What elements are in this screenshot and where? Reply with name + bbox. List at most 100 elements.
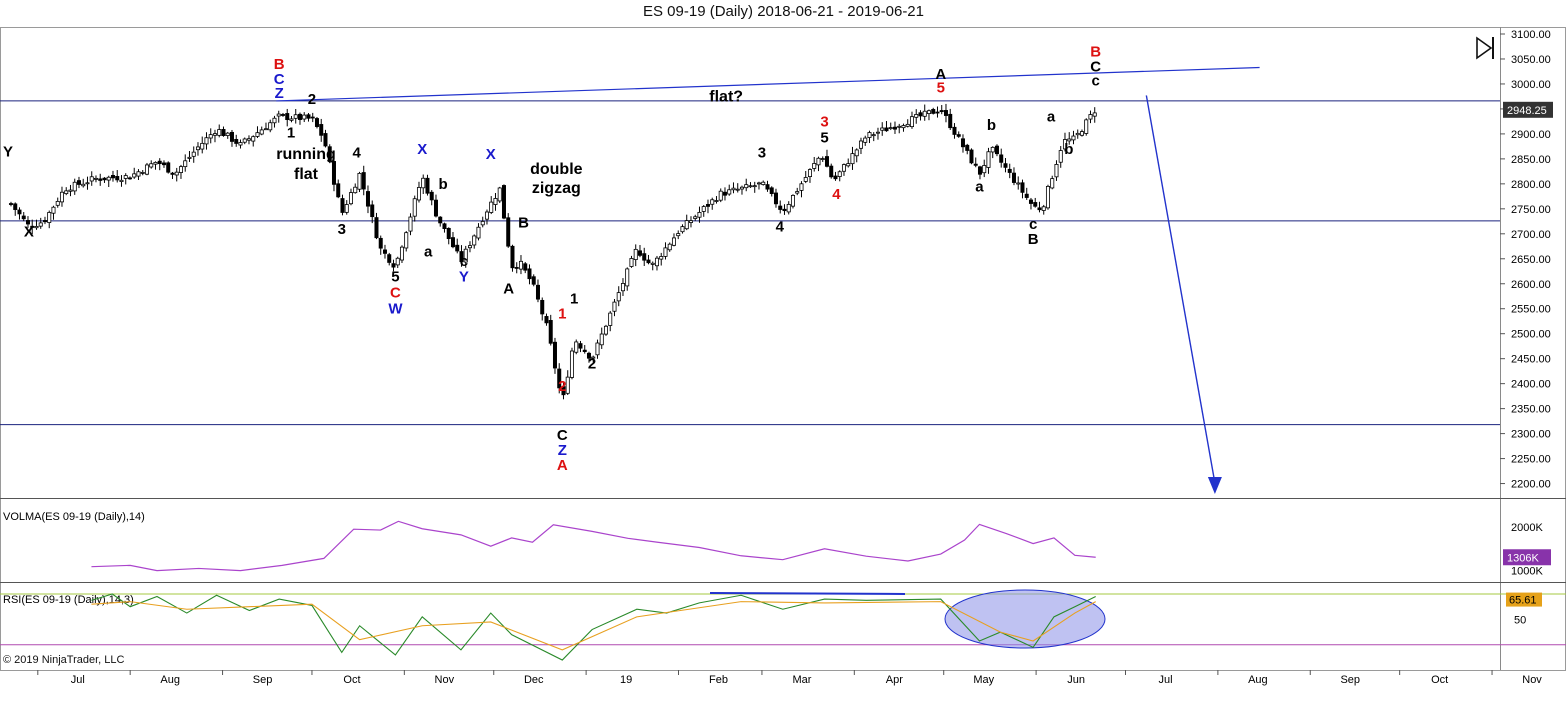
candle-down: [892, 126, 897, 130]
candle-up: [599, 333, 604, 346]
candle-down: [170, 172, 175, 175]
y-tick-label: 2500.00: [1511, 329, 1551, 341]
candle-down: [306, 114, 311, 119]
candle-down: [382, 249, 387, 254]
candle-down: [994, 145, 999, 155]
candle-up: [795, 191, 800, 194]
wave-label: 4: [776, 218, 785, 235]
candle-down: [17, 209, 22, 215]
candle-up: [595, 342, 600, 356]
chart-marker-icon[interactable]: [1476, 36, 1494, 60]
candle-down: [586, 352, 591, 359]
candle-up: [1084, 119, 1089, 134]
y-tick-label: 2450.00: [1511, 354, 1551, 366]
candle-down: [833, 175, 838, 180]
candle-up: [55, 200, 60, 206]
candle-up: [744, 184, 749, 189]
candle-up: [625, 268, 630, 287]
candle-up: [680, 226, 685, 233]
candle-up: [612, 301, 617, 312]
candle-down: [8, 203, 13, 205]
candle-up: [51, 206, 56, 214]
candle-up: [421, 177, 426, 189]
y-tick-label: 2600.00: [1511, 279, 1551, 291]
candle-down: [1033, 202, 1038, 207]
candle-down: [30, 225, 35, 228]
candle-up: [863, 137, 868, 143]
candle-up: [718, 190, 723, 201]
candle-up: [697, 211, 702, 218]
candle-down: [765, 184, 770, 190]
candle-up: [59, 191, 64, 203]
candle-down: [935, 111, 940, 114]
candle-up: [85, 182, 90, 185]
candle-up: [476, 226, 481, 239]
y-tick-label: 2350.00: [1511, 404, 1551, 416]
candle-down: [127, 177, 132, 180]
candle-up: [667, 243, 672, 251]
candle-up: [659, 256, 664, 260]
candle-up: [922, 110, 927, 117]
candle-up: [858, 140, 863, 149]
candle-up: [807, 169, 812, 178]
candle-up: [348, 192, 353, 205]
candle-up: [888, 127, 893, 129]
candle-up: [132, 173, 137, 178]
candle-down: [157, 160, 162, 165]
wave-label: 1: [570, 291, 578, 308]
candle-up: [1045, 185, 1050, 209]
wave-label: c: [460, 253, 468, 270]
candle-up: [416, 187, 421, 201]
wave-label: 3: [820, 113, 828, 130]
candle-down: [773, 192, 778, 205]
rsi-last-box: [1506, 592, 1542, 607]
candle-up: [293, 114, 298, 119]
chart-frame: [0, 27, 1566, 671]
candle-down: [370, 204, 375, 218]
candle-down: [931, 109, 936, 114]
x-tick-label: Mar: [792, 674, 811, 686]
candle-up: [1050, 178, 1055, 189]
candle-up: [867, 132, 872, 138]
candle-down: [782, 208, 787, 212]
candle-down: [999, 154, 1004, 163]
candle-up: [195, 146, 200, 151]
candle-up: [64, 190, 69, 195]
wave-label: B: [518, 214, 529, 231]
candle-down: [365, 191, 370, 207]
candle-down: [285, 113, 290, 120]
candle-up: [357, 172, 362, 190]
candle-up: [1071, 135, 1076, 141]
candle-up: [990, 146, 995, 153]
candle-up: [1062, 139, 1067, 150]
candle-up: [149, 163, 154, 168]
volma-label: VOLMA(ES 09-19 (Daily),14): [3, 511, 145, 523]
candle-up: [986, 151, 991, 168]
candle-up: [68, 189, 73, 192]
wave-label: 2: [308, 91, 316, 108]
candle-down: [331, 161, 336, 185]
candle-down: [327, 146, 332, 162]
rsi-series-line: [91, 601, 1096, 651]
candle-down: [960, 138, 965, 148]
x-tick-label: Sep: [253, 674, 273, 686]
candle-up: [850, 153, 855, 165]
candle-up: [1054, 164, 1059, 178]
wave-label: X: [24, 223, 34, 240]
candle-up: [472, 235, 477, 246]
candle-down: [361, 172, 366, 190]
candle-up: [204, 137, 209, 145]
volma-tick-label: 1000K: [1511, 566, 1543, 578]
candle-down: [973, 163, 978, 166]
volma-tick-label: 2000K: [1511, 522, 1543, 534]
candle-up: [140, 171, 145, 174]
candle-down: [582, 349, 587, 352]
candle-down: [229, 131, 234, 142]
candle-up: [242, 138, 247, 143]
candle-up: [620, 283, 625, 292]
candle-up: [731, 187, 736, 191]
wave-label: 5: [391, 268, 399, 285]
candle-down: [234, 138, 239, 144]
candle-up: [914, 114, 919, 118]
